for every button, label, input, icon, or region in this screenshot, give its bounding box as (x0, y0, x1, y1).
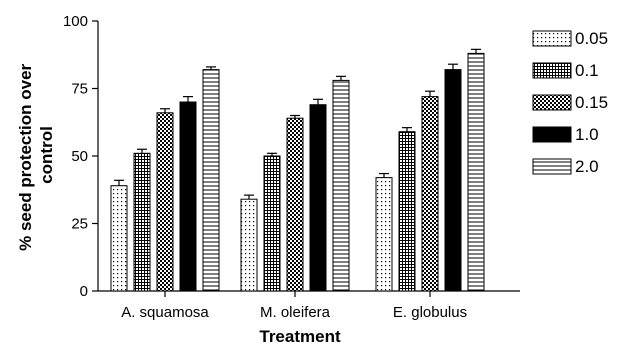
bar (421, 96, 439, 292)
x-tick-label: A. squamosa (121, 304, 209, 321)
y-tick-label: 100 (63, 13, 88, 30)
legend-label: 2.0 (575, 157, 599, 176)
legend-swatch (532, 94, 572, 111)
y-tick-label: 25 (71, 216, 88, 233)
bar (467, 52, 485, 292)
bar (398, 131, 416, 292)
bar (375, 177, 393, 292)
bar (156, 112, 174, 292)
x-ticks: A. squamosa M. oleifera E. globulus (121, 291, 467, 321)
bar (444, 69, 462, 292)
legend-swatch (532, 126, 572, 143)
legend-label: 1.0 (575, 125, 599, 144)
bar (332, 79, 350, 292)
y-tick-label: 0 (80, 283, 88, 300)
bar (240, 198, 258, 292)
bar (263, 155, 281, 292)
y-axis-title-line2: control (37, 126, 56, 184)
x-axis-title: Treatment (259, 327, 341, 346)
bar (286, 117, 304, 292)
x-tick-label: M. oleifera (260, 304, 331, 321)
legend-label: 0.1 (575, 61, 599, 80)
y-ticks: 0 25 50 75 100 (63, 13, 98, 300)
bars (110, 48, 485, 292)
bar (133, 152, 151, 292)
y-axis-title-line1: % seed protection over (16, 63, 35, 250)
legend-label: 0.05 (575, 29, 608, 48)
y-tick-label: 75 (71, 81, 88, 98)
bar (110, 185, 128, 292)
x-tick-label: E. globulus (393, 304, 467, 321)
bar (202, 69, 220, 292)
legend-swatch (532, 62, 572, 79)
legend-swatch (532, 158, 572, 175)
bar (309, 104, 327, 292)
legend-label: 0.15 (575, 93, 608, 112)
legend-swatch (532, 30, 572, 47)
y-tick-label: 50 (71, 148, 88, 165)
bar (179, 101, 197, 292)
y-axis-title: % seed protection over control (16, 59, 56, 251)
legend: 0.05 0.1 0.15 1.0 2.0 (532, 29, 608, 176)
